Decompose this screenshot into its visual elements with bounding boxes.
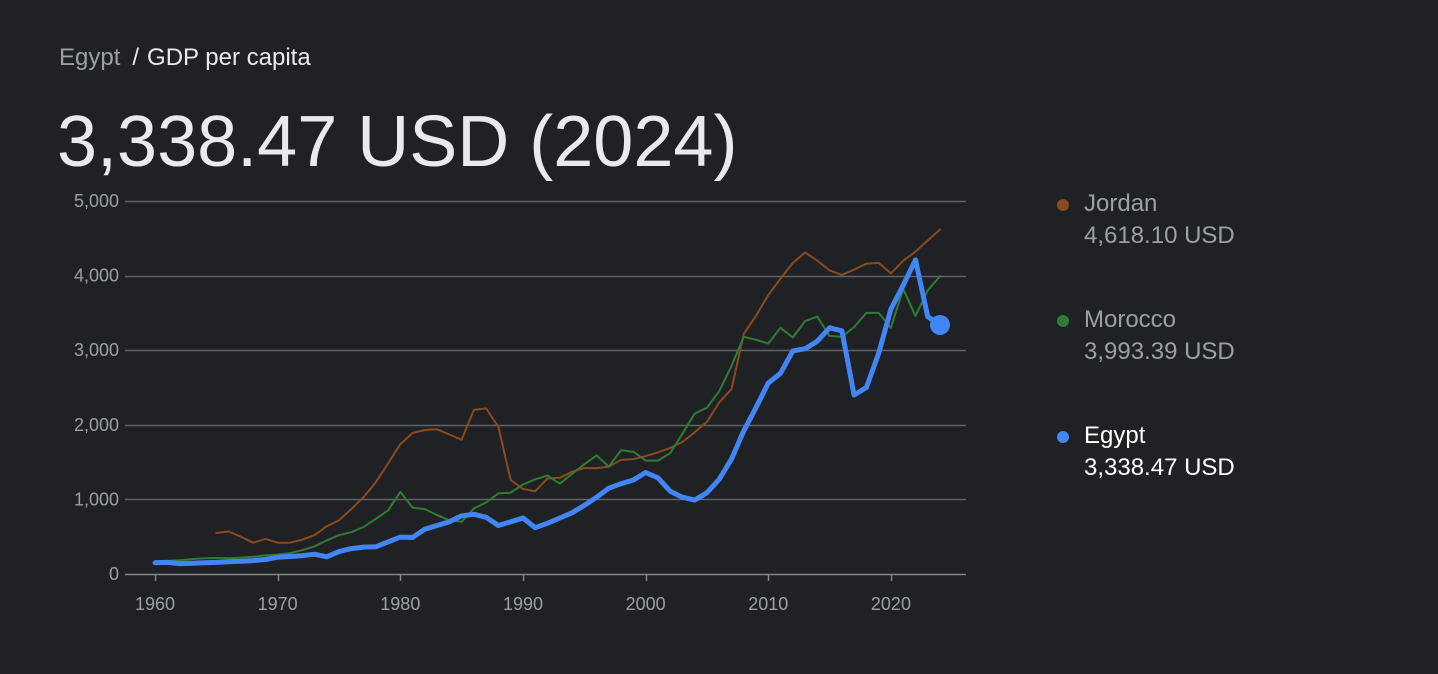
chart-grid <box>125 200 966 576</box>
series-line-egypt <box>152 257 943 567</box>
y-tick-label: 0 <box>109 564 119 584</box>
x-tick-label: 1980 <box>380 594 420 614</box>
y-tick-label: 3,000 <box>74 340 119 360</box>
legend-dot-morocco <box>1057 315 1069 327</box>
y-tick-label: 5,000 <box>74 191 119 211</box>
breadcrumb-separator: / <box>132 44 140 71</box>
legend-value: 3,993.39 USD <box>1084 338 1235 365</box>
x-tick-label: 1960 <box>135 594 175 614</box>
series-endpoint-egypt <box>930 314 950 335</box>
series-line-morocco <box>154 275 941 563</box>
x-tick-label: 1990 <box>503 594 543 614</box>
legend-name: Morocco <box>1084 306 1177 333</box>
breadcrumb: Egypt / GDP per capita <box>59 43 311 73</box>
x-tick-label: 2000 <box>626 594 666 614</box>
legend-value: 3,338.47 USD <box>1084 454 1235 481</box>
y-axis-labels: 0 1,000 2,000 3,000 4,000 5,000 <box>74 191 119 584</box>
x-tick-label: 2010 <box>748 594 788 614</box>
y-tick-label: 2,000 <box>74 415 119 435</box>
x-tick-label: 1970 <box>258 594 298 614</box>
legend-name: Jordan <box>1084 190 1158 217</box>
y-tick-label: 4,000 <box>74 266 119 286</box>
breadcrumb-current: GDP per capita <box>147 44 311 71</box>
breadcrumb-parent-link[interactable]: Egypt <box>59 44 121 71</box>
legend-dot-egypt <box>1057 431 1069 443</box>
y-tick-label: 1,000 <box>74 489 119 509</box>
x-tick-label: 2020 <box>871 594 911 614</box>
headline-value: 3,338.47 USD (2024) <box>57 102 738 182</box>
legend-dot-jordan <box>1057 199 1069 211</box>
chart-series <box>152 228 950 567</box>
x-axis: 1960 1970 1980 1990 2000 2010 2020 <box>135 574 911 614</box>
legend-name: Egypt <box>1084 422 1146 449</box>
legend-value: 4,618.10 USD <box>1084 222 1235 249</box>
